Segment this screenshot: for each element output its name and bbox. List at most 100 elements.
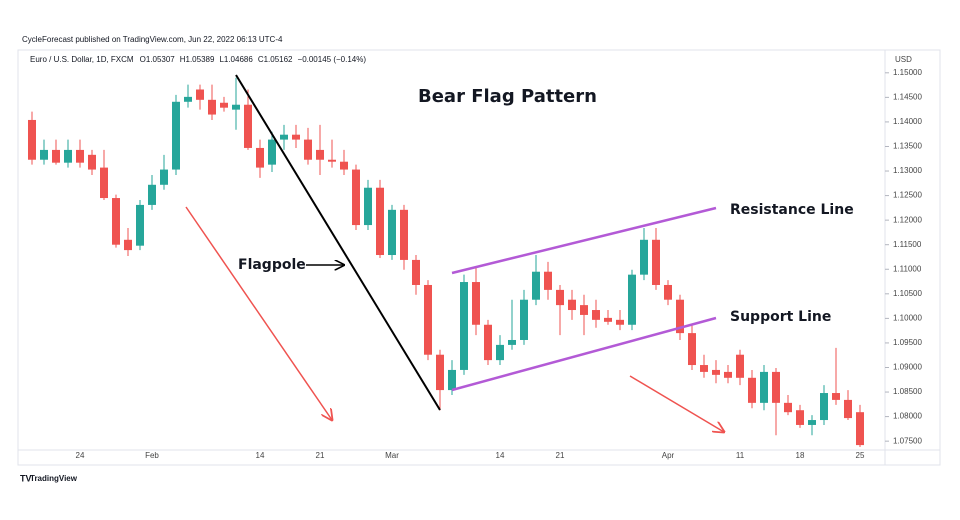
- candle-body: [544, 271, 552, 290]
- resistance-line: [451, 206, 717, 275]
- candle-body: [52, 149, 60, 163]
- candle-body: [280, 134, 288, 140]
- candle-body: [700, 365, 708, 372]
- candle-body: [112, 198, 120, 245]
- candle-body: [592, 310, 600, 320]
- symbol: Euro / U.S. Dollar, 1D, FXCM: [30, 55, 134, 64]
- y-tick-label: 1.10000: [893, 313, 922, 322]
- candle-body: [208, 99, 216, 115]
- candle-body: [664, 284, 672, 300]
- chart-title: Bear Flag Pattern: [418, 86, 597, 107]
- x-tick-label: 21: [556, 451, 565, 460]
- candle-body: [28, 119, 36, 160]
- candle-body: [64, 149, 72, 163]
- candle-body: [340, 161, 348, 170]
- y-tick-label: 1.14500: [893, 92, 922, 101]
- x-tick-label: 24: [76, 451, 85, 460]
- ohlc-value: C1.05162: [258, 55, 293, 64]
- candle-body: [40, 149, 48, 160]
- y-tick-label: 1.08000: [893, 412, 922, 421]
- header: CycleForecast published on TradingView.c…: [22, 35, 283, 44]
- candle-body: [352, 169, 360, 226]
- candle-body: [388, 209, 396, 256]
- candle-body: [676, 299, 684, 334]
- candle-body: [88, 154, 96, 170]
- candle-body: [244, 104, 252, 148]
- candle-body: [688, 333, 696, 366]
- candle-body: [136, 204, 144, 246]
- y-tick-label: 1.09000: [893, 363, 922, 372]
- x-tick-label: Feb: [145, 451, 159, 460]
- x-tick-label: 25: [856, 451, 865, 460]
- ohlc-value: H1.05389: [180, 55, 215, 64]
- candle-body: [604, 317, 612, 322]
- candle-body: [448, 369, 456, 391]
- support-line: [451, 316, 717, 392]
- candle-body: [796, 410, 804, 425]
- x-tick-label: Mar: [385, 451, 399, 460]
- candle-body: [196, 89, 204, 100]
- candle-body: [436, 354, 444, 391]
- x-tick-label: 14: [496, 451, 505, 460]
- currency: USD: [895, 55, 912, 64]
- candle-body: [268, 139, 276, 165]
- logo: TV: [20, 473, 32, 483]
- arrow: [185, 206, 332, 420]
- y-tick-label: 1.13500: [893, 142, 922, 151]
- candle-body: [568, 299, 576, 311]
- candle-body: [256, 147, 264, 168]
- candle-body: [184, 96, 192, 102]
- ohlc-value: −0.00145 (−0.14%): [298, 55, 367, 64]
- candle-body: [508, 339, 516, 345]
- x-tick-label: 21: [316, 451, 325, 460]
- candle-body: [460, 282, 468, 370]
- x-tick-label: 18: [796, 451, 805, 460]
- y-tick-label: 1.15000: [893, 68, 922, 77]
- candle-body: [364, 187, 372, 226]
- candle-body: [808, 420, 816, 425]
- candle-body: [424, 284, 432, 355]
- footer: TradingView: [30, 474, 78, 483]
- annotation: Flagpole: [238, 257, 306, 273]
- candle-body: [628, 274, 636, 325]
- candle-body: [640, 239, 648, 275]
- y-tick-label: 1.14000: [893, 117, 922, 126]
- candle-body: [472, 282, 480, 325]
- candle-body: [652, 239, 660, 285]
- candle-body: [772, 371, 780, 403]
- y-tick-label: 1.09500: [893, 338, 922, 347]
- candle-body: [748, 377, 756, 403]
- y-tick-label: 1.12000: [893, 215, 922, 224]
- candle-body: [412, 259, 420, 285]
- ohlc-value: O1.05307: [140, 55, 176, 64]
- x-tick-label: 11: [736, 451, 745, 460]
- candle-body: [832, 393, 840, 400]
- x-tick-label: Apr: [662, 451, 675, 460]
- candle-body: [400, 209, 408, 260]
- candle-body: [160, 169, 168, 185]
- ohlc-value: L1.04686: [219, 55, 253, 64]
- y-tick-label: 1.07500: [893, 436, 922, 445]
- candle-body: [124, 239, 132, 251]
- y-tick-label: 1.13000: [893, 166, 922, 175]
- candle-body: [856, 412, 864, 446]
- y-tick-label: 1.11000: [893, 264, 922, 273]
- candle-body: [484, 324, 492, 361]
- frame: [17, 49, 941, 466]
- candle-body: [172, 101, 180, 170]
- candle-body: [784, 402, 792, 413]
- candle-body: [220, 102, 228, 108]
- candle-body: [520, 299, 528, 340]
- x-tick-label: 14: [256, 451, 265, 460]
- candle-body: [724, 371, 732, 378]
- candle-body: [820, 393, 828, 421]
- candle-body: [328, 159, 336, 162]
- candle-body: [292, 134, 300, 140]
- candle-body: [844, 399, 852, 419]
- candle-body: [736, 354, 744, 378]
- candles: [28, 77, 864, 448]
- candle-body: [496, 344, 504, 361]
- candle-body: [100, 167, 108, 199]
- candle-body: [616, 319, 624, 325]
